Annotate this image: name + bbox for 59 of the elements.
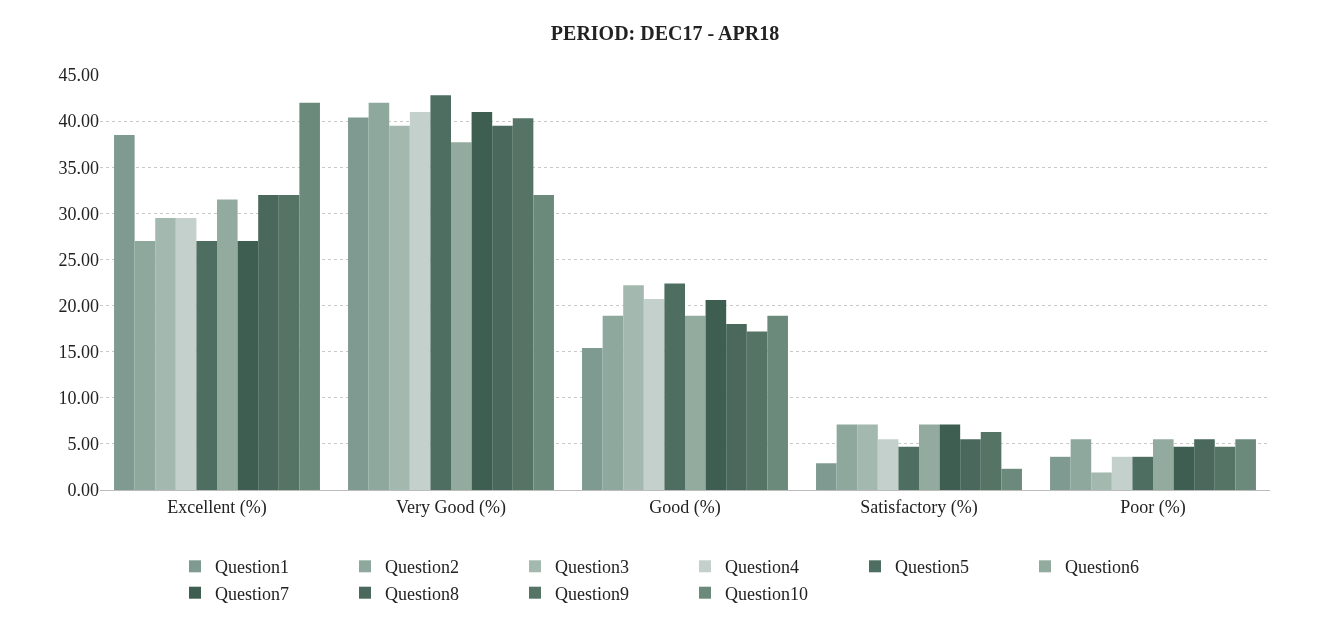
- bar: [1001, 468, 1022, 490]
- bar: [836, 424, 858, 490]
- y-tick-label: 15.00: [58, 341, 99, 362]
- y-tick-label: 0.00: [67, 480, 99, 501]
- bar: [1132, 456, 1153, 490]
- bar: [664, 283, 685, 490]
- legend-label: Question7: [215, 583, 289, 604]
- y-tick-label: 20.00: [58, 295, 99, 316]
- bar: [1070, 439, 1092, 490]
- bar: [1235, 439, 1256, 490]
- bar: [582, 347, 603, 490]
- legend-label: Question5: [895, 557, 969, 578]
- legend-label: Question2: [385, 557, 459, 578]
- legend-label: Question3: [555, 557, 629, 578]
- legend-label: Question1: [215, 557, 289, 578]
- bar: [816, 463, 837, 490]
- bar: [643, 299, 665, 490]
- bar: [685, 315, 706, 490]
- bar: [767, 315, 788, 490]
- bar: [114, 134, 135, 490]
- bar: [898, 446, 919, 490]
- legend-label: Question9: [555, 583, 629, 604]
- bar: [155, 217, 176, 490]
- bar: [389, 125, 410, 490]
- bar: [196, 241, 217, 490]
- x-tick-label: Excellent (%): [167, 496, 267, 518]
- legend-label: Question4: [725, 557, 799, 578]
- bar: [217, 199, 238, 490]
- bar: [919, 424, 940, 490]
- y-tick-label: 30.00: [58, 203, 99, 224]
- legend-label: Question10: [725, 583, 808, 604]
- bar: [602, 315, 624, 490]
- y-tick-label: 40.00: [58, 111, 99, 132]
- chart-title: PERIOD: DEC17 - APR18: [550, 21, 780, 44]
- bar: [175, 217, 197, 490]
- bar: [134, 241, 156, 490]
- bar: [430, 95, 451, 490]
- y-tick-label: 5.00: [67, 434, 99, 455]
- bar: [1050, 456, 1071, 490]
- y-tick-label: 10.00: [58, 388, 99, 409]
- y-tick-label: 35.00: [58, 157, 99, 178]
- bar: [1153, 439, 1174, 490]
- legend-label: Question6: [1065, 557, 1139, 578]
- x-tick-label: Good (%): [649, 496, 721, 518]
- bar: [857, 424, 878, 490]
- bar: [1091, 472, 1112, 490]
- x-tick-label: Satisfactory (%): [860, 496, 978, 518]
- bar: [368, 102, 390, 490]
- bar: [348, 117, 369, 490]
- bar: [623, 285, 644, 490]
- bar: [451, 142, 472, 490]
- x-tick-label: Poor (%): [1120, 496, 1186, 518]
- legend-label: Question8: [385, 583, 459, 604]
- bar: [1111, 456, 1133, 490]
- bar: [299, 102, 320, 490]
- y-tick-label: 25.00: [58, 249, 99, 270]
- x-tick-label: Very Good (%): [396, 496, 506, 518]
- y-tick-label: 45.00: [58, 65, 99, 86]
- bar: [533, 194, 554, 490]
